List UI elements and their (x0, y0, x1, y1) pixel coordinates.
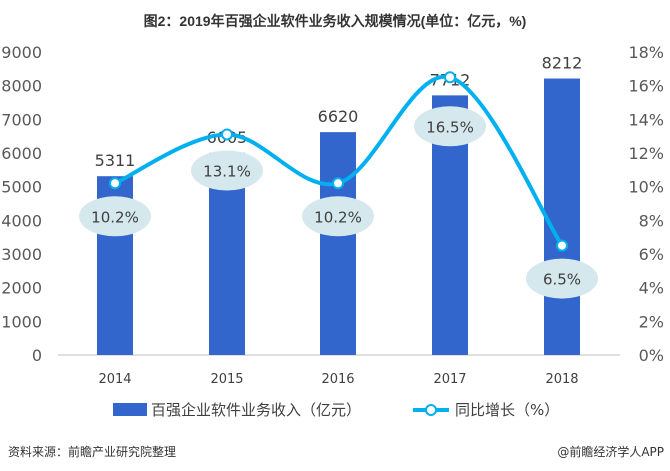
line-value-label: 6.5% (543, 271, 581, 289)
credit-text: @前瞻经济学人APP (557, 444, 664, 459)
line-point (332, 177, 344, 190)
x-tick-label: 2014 (98, 372, 131, 387)
line-point (556, 239, 568, 252)
x-tick-label: 2015 (210, 372, 243, 387)
right-tick-label: 16% (628, 77, 664, 96)
line-value-label: 13.1% (203, 162, 251, 180)
legend-bar-swatch (113, 403, 147, 416)
left-tick-label: 5000 (1, 178, 42, 197)
right-tick-label: 12% (628, 144, 664, 163)
right-tick-label: 10% (628, 178, 664, 197)
right-tick-label: 8% (639, 211, 664, 230)
left-tick-label: 7000 (1, 110, 42, 129)
line-point (221, 128, 233, 141)
line-label-bubble (414, 106, 486, 147)
chart-title: 图2：2019年百强企业软件业务收入规模情况(单位：亿元，%) (144, 13, 527, 29)
legend-line-label: 同比增长（%） (455, 401, 559, 419)
line-value-label: 10.2% (314, 208, 362, 226)
right-tick-label: 14% (628, 110, 664, 129)
growth-line (114, 74, 564, 247)
line-value-label: 10.2% (91, 208, 139, 226)
left-tick-label: 2000 (1, 279, 42, 298)
line-label-bubble (79, 196, 151, 237)
x-tick-label: 2018 (545, 372, 578, 387)
left-tick-label: 6000 (1, 144, 42, 163)
right-tick-label: 6% (639, 245, 664, 264)
left-tick-label: 8000 (1, 77, 42, 96)
right-tick-label: 18% (628, 43, 664, 62)
right-tick-label: 0% (639, 346, 664, 365)
left-tick-label: 1000 (1, 312, 42, 331)
source-text: 资料来源：前瞻产业研究院整理 (8, 444, 176, 459)
bar (544, 78, 580, 356)
bar (320, 132, 356, 355)
left-tick-label: 4000 (1, 211, 42, 230)
legend-bar-label: 百强企业软件业务收入（亿元） (151, 401, 361, 419)
bar-value-label: 5311 (95, 151, 136, 170)
legend-line-marker (425, 404, 437, 416)
left-tick-label: 0 (32, 346, 42, 365)
line-value-label: 16.5% (426, 118, 474, 136)
line-label-bubble (302, 196, 374, 237)
right-tick-label: 4% (639, 279, 664, 298)
line-point (444, 71, 456, 84)
bar-value-label: 8212 (542, 54, 583, 73)
bar-value-label: 6620 (318, 107, 359, 126)
line-label-bubble (526, 258, 598, 299)
line-point (109, 177, 121, 190)
left-tick-label: 9000 (1, 43, 42, 62)
line-label-bubble (191, 150, 263, 191)
left-tick-label: 3000 (1, 245, 42, 264)
x-tick-label: 2016 (321, 372, 354, 387)
right-tick-label: 2% (639, 312, 664, 331)
x-tick-label: 2017 (433, 372, 466, 387)
